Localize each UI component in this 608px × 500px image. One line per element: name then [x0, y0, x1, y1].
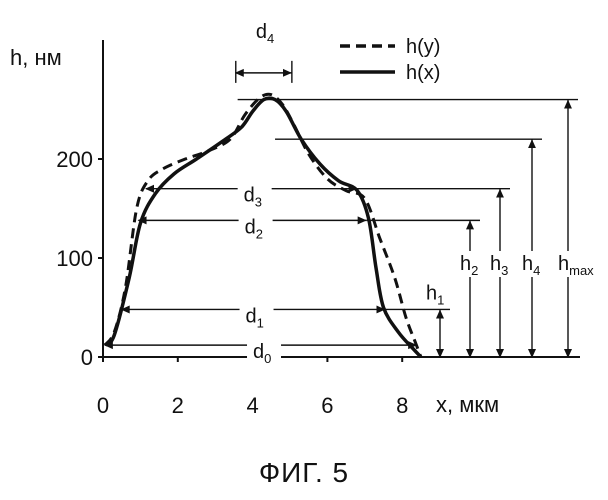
- height-dimension-h4: h4: [275, 139, 546, 357]
- legend-label: h(y): [406, 36, 440, 58]
- x-tick-label: 4: [246, 393, 258, 418]
- x-tick-label: 2: [172, 393, 184, 418]
- x-ticks: 0 2 4 6 8: [97, 357, 408, 418]
- y-ticks: 0 100 200: [56, 147, 103, 370]
- x-tick-label: 0: [97, 393, 109, 418]
- x-tick-label: 8: [396, 393, 408, 418]
- width-label: d4: [256, 21, 274, 46]
- height-dimension-hmax: hmax: [238, 100, 596, 357]
- y-tick-label: 100: [56, 246, 93, 271]
- width-dimension-d1: d1: [122, 302, 386, 330]
- figure-caption: ФИГ. 5: [259, 457, 349, 488]
- height-dimension-h3: h3: [357, 189, 514, 357]
- y-tick-label: 200: [56, 147, 93, 172]
- legend-label: h(x): [406, 62, 440, 84]
- width-dimension-d4: d4: [236, 21, 292, 73]
- x-axis-label: x, мкм: [436, 392, 499, 417]
- y-axis-label: h, нм: [10, 45, 62, 70]
- width-dimension-d0: d0: [105, 338, 417, 366]
- legend: h(y) h(x): [340, 36, 440, 84]
- y-tick-label: 0: [81, 345, 93, 370]
- x-tick-label: 6: [321, 393, 333, 418]
- chart: 0100200 02468 h, нм x, мкм d4d3d2d1d0h1h…: [10, 21, 596, 418]
- width-dimension-d2: d2: [139, 213, 367, 241]
- width-dimension-d3: d3: [146, 182, 357, 210]
